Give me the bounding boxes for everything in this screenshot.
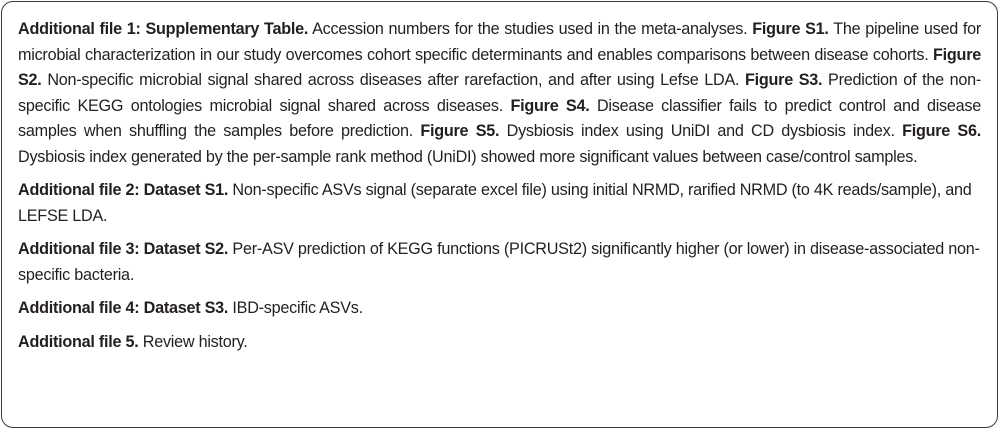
additional-file-2-label: Additional file 2: Dataset S1. [18, 181, 229, 199]
additional-file-4-entry: Additional file 4: Dataset S3. IBD-speci… [18, 296, 981, 322]
figure-s2-label: Figure S2. [18, 45, 981, 90]
additional-file-5-entry: Additional file 5. Review history. [18, 330, 981, 356]
additional-file-3-label: Additional file 3: Dataset S2. [18, 240, 229, 258]
figure-s3-text: Prediction of the non-specific KEGG onto… [18, 71, 981, 115]
additional-file-4-label: Additional file 4: Dataset S3. [18, 299, 229, 317]
figure-s3-label: Figure S3. [745, 71, 823, 89]
additional-file-3-entry: Additional file 3: Dataset S2. Per-ASV p… [18, 237, 981, 288]
figure-s2-text: Non-specific microbial signal shared acr… [41, 71, 746, 89]
additional-file-2-entry: Additional file 2: Dataset S1. Non-speci… [18, 178, 981, 229]
figure-s4-text: Disease classifier fails to predict cont… [18, 96, 982, 141]
additional-file-3-text: Per-ASV prediction of KEGG functions (PI… [18, 240, 980, 284]
additional-file-5-label: Additional file 5. [18, 332, 139, 351]
additional-file-4-text: IBD-specific ASVs. [228, 299, 363, 317]
additional-file-1-text: Accession numbers for the studies used i… [308, 20, 753, 38]
additional-file-1-entry: Additional file 1: Supplementary Table. … [18, 17, 981, 170]
additional-file-5-text: Review history. [138, 332, 248, 351]
figure-s5-label: Figure S5. [420, 122, 500, 140]
figure-s6-label: Figure S6. [902, 122, 981, 140]
figure-s5-text: Dysbiosis index using UniDI and CD dysbi… [499, 122, 903, 140]
figure-s4-label: Figure S4. [510, 96, 590, 115]
figure-s1-label: Figure S1. [752, 20, 829, 38]
additional-file-2-text: Non-specific ASVs signal (separate excel… [18, 181, 972, 225]
additional-file-1-label: Additional file 1: Supplementary Table. [18, 20, 309, 38]
figure-s6-text: Dysbiosis index generated by the per-sam… [18, 147, 918, 166]
figure-s1-text: The pipeline used for microbial characte… [18, 20, 981, 64]
